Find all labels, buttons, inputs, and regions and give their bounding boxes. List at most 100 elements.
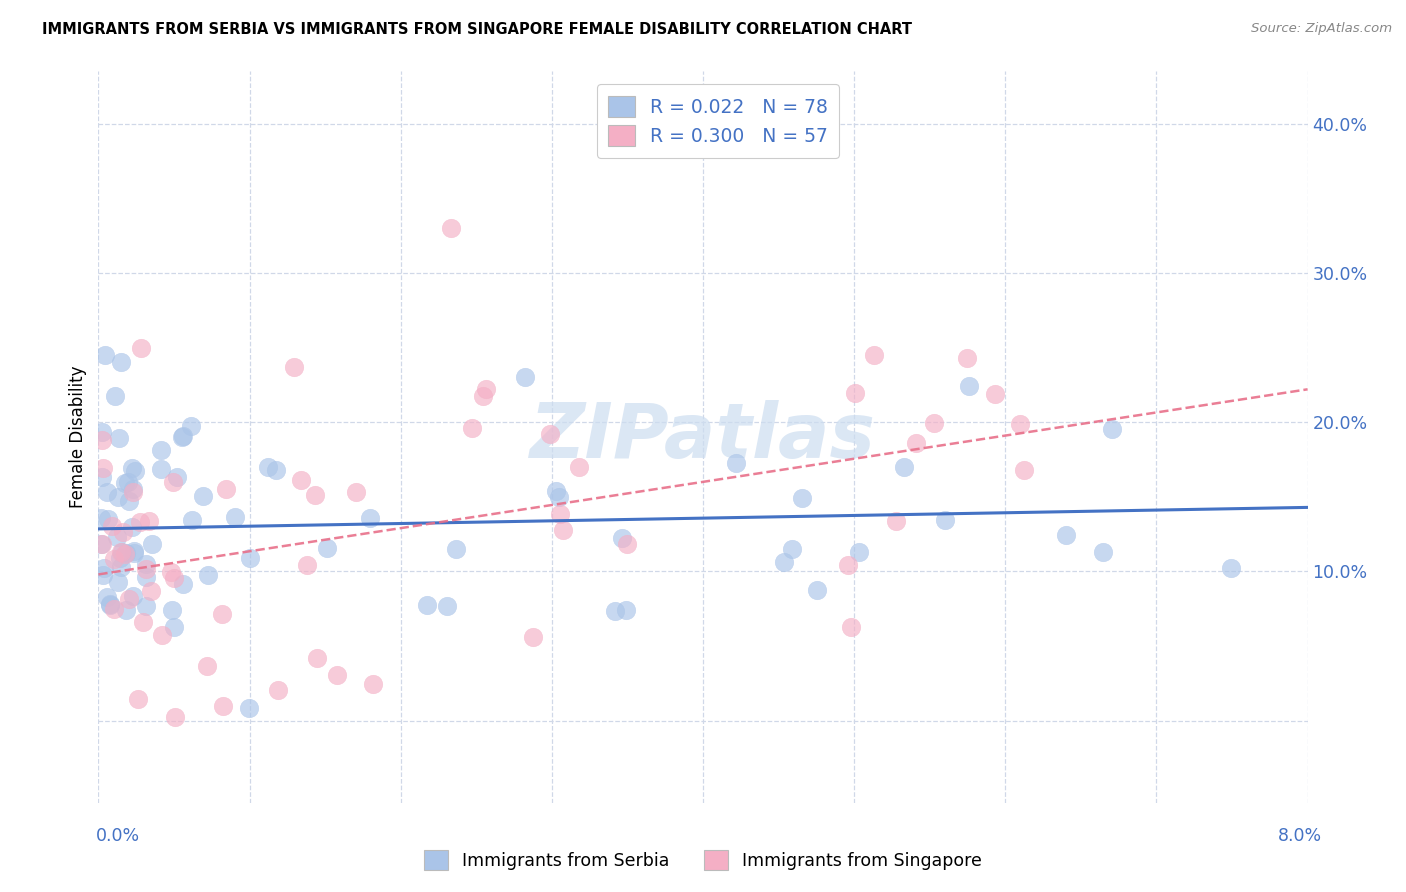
Point bbox=[773, 555, 796, 569]
Point bbox=[297, 558, 319, 573]
Point bbox=[107, 574, 129, 589]
Point bbox=[162, 603, 184, 617]
Point bbox=[129, 516, 152, 530]
Point bbox=[180, 419, 202, 434]
Point bbox=[91, 461, 114, 475]
Point bbox=[103, 551, 125, 566]
Point bbox=[90, 536, 112, 550]
Point bbox=[166, 469, 188, 483]
Point bbox=[172, 577, 194, 591]
Point bbox=[837, 558, 859, 572]
Point bbox=[127, 692, 149, 706]
Point bbox=[114, 475, 136, 490]
Point bbox=[212, 698, 235, 713]
Point bbox=[546, 484, 568, 499]
Point bbox=[172, 429, 194, 443]
Point bbox=[121, 461, 143, 475]
Point bbox=[110, 355, 132, 369]
Point bbox=[283, 360, 305, 375]
Point bbox=[304, 488, 326, 502]
Point bbox=[550, 507, 572, 521]
Point bbox=[904, 435, 927, 450]
Point bbox=[115, 603, 138, 617]
Point bbox=[266, 463, 288, 477]
Point bbox=[224, 509, 246, 524]
Point bbox=[1008, 417, 1031, 432]
Text: 8.0%: 8.0% bbox=[1278, 827, 1322, 845]
Point bbox=[725, 456, 748, 470]
Y-axis label: Female Disability: Female Disability bbox=[69, 366, 87, 508]
Point bbox=[121, 483, 143, 497]
Point bbox=[257, 459, 280, 474]
Point bbox=[141, 537, 163, 551]
Point bbox=[96, 484, 118, 499]
Point bbox=[90, 536, 112, 550]
Point bbox=[603, 604, 626, 618]
Point bbox=[122, 589, 145, 603]
Point bbox=[114, 546, 136, 560]
Point bbox=[472, 389, 495, 403]
Point bbox=[165, 710, 187, 724]
Point bbox=[132, 615, 155, 629]
Point bbox=[96, 590, 118, 604]
Point bbox=[361, 677, 384, 691]
Point bbox=[197, 659, 219, 673]
Point bbox=[956, 351, 979, 366]
Point bbox=[94, 348, 117, 362]
Point bbox=[315, 541, 337, 556]
Point bbox=[886, 514, 908, 528]
Point bbox=[616, 537, 638, 551]
Point bbox=[138, 514, 160, 528]
Point bbox=[547, 490, 569, 504]
Point bbox=[215, 482, 238, 496]
Point bbox=[1054, 527, 1077, 541]
Point bbox=[98, 598, 121, 612]
Point bbox=[135, 562, 157, 576]
Point bbox=[149, 462, 172, 476]
Point bbox=[98, 597, 121, 611]
Text: 0.0%: 0.0% bbox=[96, 827, 139, 845]
Point bbox=[267, 683, 290, 698]
Point bbox=[440, 221, 463, 235]
Point bbox=[197, 567, 219, 582]
Point bbox=[104, 389, 127, 403]
Point bbox=[117, 592, 139, 607]
Point bbox=[436, 599, 458, 613]
Point bbox=[416, 599, 439, 613]
Point bbox=[105, 531, 128, 545]
Point bbox=[112, 524, 135, 539]
Point bbox=[211, 607, 233, 622]
Point bbox=[780, 542, 803, 557]
Point bbox=[326, 668, 349, 682]
Legend: R = 0.022   N = 78, R = 0.300   N = 57: R = 0.022 N = 78, R = 0.300 N = 57 bbox=[598, 85, 839, 158]
Point bbox=[893, 460, 915, 475]
Point bbox=[1012, 463, 1035, 477]
Point bbox=[551, 523, 574, 537]
Point bbox=[1219, 561, 1241, 575]
Point bbox=[359, 511, 381, 525]
Point bbox=[160, 566, 183, 580]
Point bbox=[515, 370, 537, 384]
Text: Source: ZipAtlas.com: Source: ZipAtlas.com bbox=[1251, 22, 1392, 36]
Point bbox=[124, 464, 146, 478]
Point bbox=[90, 433, 112, 447]
Point bbox=[150, 628, 173, 642]
Point bbox=[100, 518, 122, 533]
Point bbox=[957, 378, 980, 392]
Legend: Immigrants from Serbia, Immigrants from Singapore: Immigrants from Serbia, Immigrants from … bbox=[415, 841, 991, 879]
Point bbox=[108, 431, 131, 445]
Point bbox=[117, 475, 139, 489]
Point bbox=[107, 490, 129, 504]
Point bbox=[139, 583, 162, 598]
Point bbox=[461, 421, 484, 435]
Point bbox=[522, 631, 544, 645]
Point bbox=[149, 443, 172, 458]
Point bbox=[162, 475, 184, 489]
Point bbox=[1091, 544, 1114, 558]
Point bbox=[305, 650, 328, 665]
Point bbox=[91, 470, 114, 484]
Point bbox=[170, 430, 193, 444]
Point bbox=[934, 513, 956, 527]
Text: IMMIGRANTS FROM SERBIA VS IMMIGRANTS FROM SINGAPORE FEMALE DISABILITY CORRELATIO: IMMIGRANTS FROM SERBIA VS IMMIGRANTS FRO… bbox=[42, 22, 912, 37]
Point bbox=[114, 548, 136, 562]
